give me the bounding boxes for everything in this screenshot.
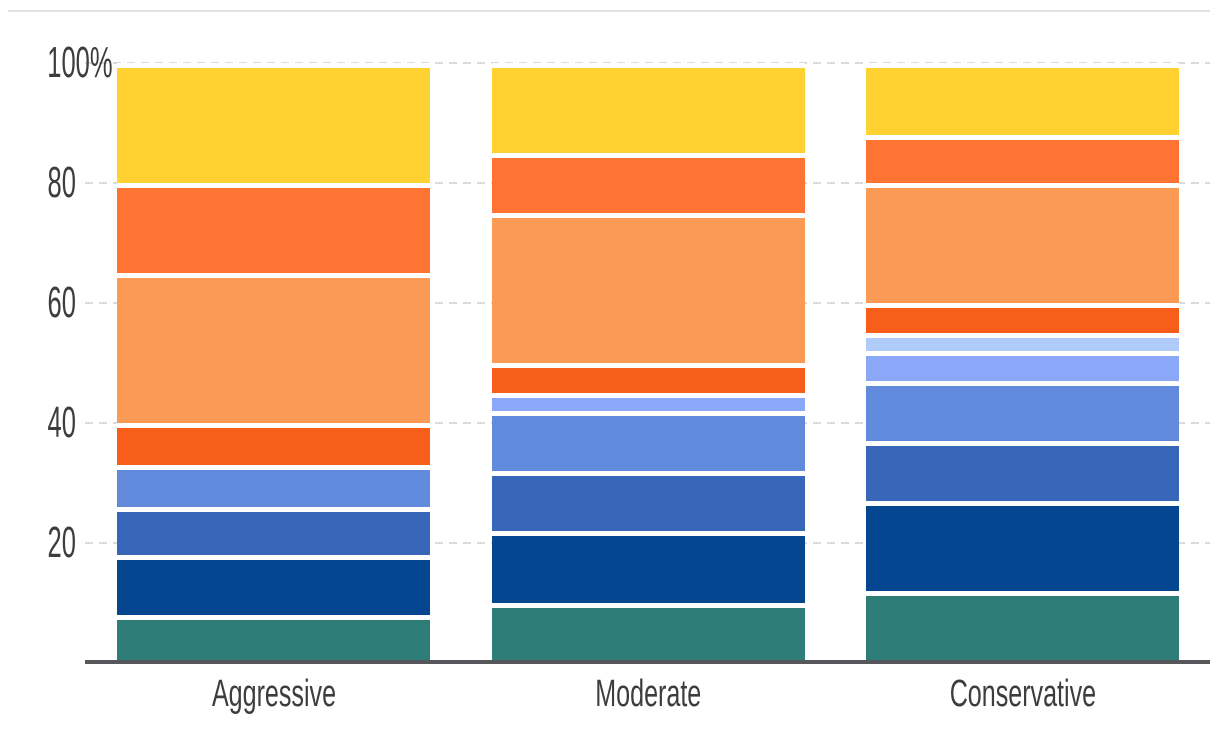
y-tick-text: 40 [47,398,76,447]
bar-segment-navy-blue[interactable] [117,555,430,615]
bar-segment-medium-blue[interactable] [491,471,805,531]
bar-segment-teal[interactable] [117,615,430,663]
bar-segment-red-orange[interactable] [866,303,1179,333]
bar-segment-red-orange[interactable] [117,423,430,465]
y-tick-label-60: 60 [0,281,76,325]
bar-segment-medium-blue[interactable] [117,507,430,555]
bar-segment-teal[interactable] [866,591,1179,663]
y-tick-label-80: 80 [0,161,76,205]
x-axis-line [85,660,1210,664]
bar-segment-periwinkle-blue[interactable] [866,351,1179,381]
bar-segment-orange[interactable] [491,153,805,213]
bar-segment-yellow[interactable] [491,63,805,153]
y-tick-label-20: 20 [0,521,76,565]
bar-segment-periwinkle-blue[interactable] [491,393,805,411]
x-label-text: Moderate [595,673,701,715]
bar-segment-yellow[interactable] [866,63,1179,135]
bar-segment-light-orange[interactable] [866,183,1179,303]
y-tick-text: 60 [47,278,76,327]
y-tick-label-40: 40 [0,401,76,445]
y-tick-label-100: 100% [0,41,112,85]
bar-segment-navy-blue[interactable] [491,531,805,603]
y-tick-text: 80 [47,158,76,207]
bar-segment-teal[interactable] [491,603,805,663]
bar-segment-navy-blue[interactable] [866,501,1179,591]
y-tick-text: 100% [47,38,113,87]
y-tick-text: 20 [47,518,76,567]
bar-segment-light-orange[interactable] [491,213,805,363]
bar-conservative [866,63,1179,663]
bar-segment-cornflower-blue[interactable] [117,465,430,507]
bar-segment-orange[interactable] [866,135,1179,183]
bar-segment-pale-blue[interactable] [866,333,1179,351]
bar-moderate [491,63,805,663]
bar-segment-red-orange[interactable] [491,363,805,393]
x-label-conservative: Conservative [873,672,1173,716]
bar-segment-cornflower-blue[interactable] [866,381,1179,441]
bar-segment-light-orange[interactable] [117,273,430,423]
bar-aggressive [117,63,430,663]
top-divider-line [8,10,1210,12]
bar-segment-orange[interactable] [117,183,430,273]
bar-segment-cornflower-blue[interactable] [491,411,805,471]
x-label-text: Conservative [949,673,1096,715]
x-label-aggressive: Aggressive [124,672,424,716]
x-label-moderate: Moderate [498,672,798,716]
bar-segment-medium-blue[interactable] [866,441,1179,501]
bar-segment-yellow[interactable] [117,63,430,183]
x-label-text: Aggressive [211,673,336,715]
